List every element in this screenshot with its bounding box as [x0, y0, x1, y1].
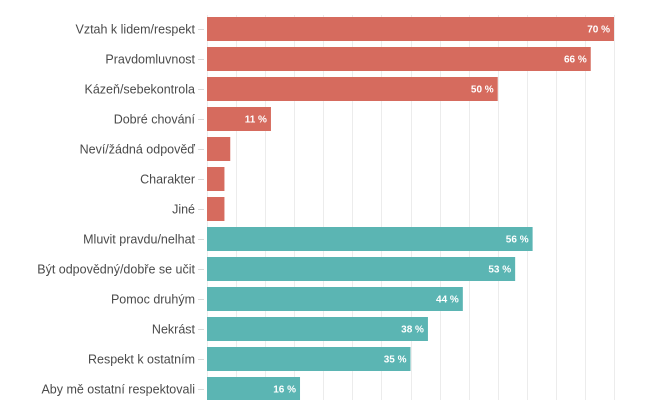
- category-label: Neví/žádná odpověď: [80, 143, 196, 157]
- bar: [207, 377, 301, 400]
- category-label: Dobré chování: [114, 113, 196, 127]
- bar: [207, 17, 614, 41]
- value-label: 70 %: [587, 25, 610, 36]
- value-label: 56 %: [506, 235, 529, 246]
- value-label: 38 %: [401, 325, 424, 336]
- bar: [207, 47, 591, 71]
- bar: [207, 227, 533, 251]
- bar: [207, 257, 516, 281]
- value-label: 66 %: [564, 55, 587, 66]
- bar: [207, 77, 498, 101]
- value-label: 44 %: [436, 295, 459, 306]
- value-label: 53 %: [488, 265, 511, 276]
- category-label: Nekrást: [152, 323, 196, 337]
- bar: [207, 287, 463, 311]
- bars: Vztah k lidem/respekt 70 % Pravdomluvnost 6…: [37, 17, 614, 400]
- category-label: Mluvit pravdu/nelhat: [83, 233, 195, 247]
- bar: [207, 347, 411, 371]
- category-label: Respekt k ostatním: [88, 353, 195, 367]
- category-label: Pomoc druhým: [111, 293, 195, 307]
- bar: [207, 167, 225, 191]
- value-label: 50 %: [471, 85, 494, 96]
- bar: [207, 137, 231, 161]
- category-label: Pravdomluvnost: [105, 53, 195, 67]
- category-label: Kázeň/sebekontrola: [85, 83, 196, 97]
- value-label: 16 %: [273, 385, 296, 396]
- category-label: Charakter: [140, 173, 195, 187]
- category-label: Být odpovědný/dobře se učit: [37, 263, 195, 277]
- bar: [207, 197, 225, 221]
- value-label: 35 %: [384, 355, 407, 366]
- category-label: Vztah k lidem/respekt: [76, 23, 196, 37]
- bar: [207, 107, 271, 131]
- gridlines: [198, 15, 615, 400]
- category-label: Jiné: [172, 203, 195, 217]
- value-label: 11 %: [245, 115, 267, 126]
- category-label: Aby mě ostatní respektovali: [41, 383, 195, 397]
- bar: [207, 317, 428, 341]
